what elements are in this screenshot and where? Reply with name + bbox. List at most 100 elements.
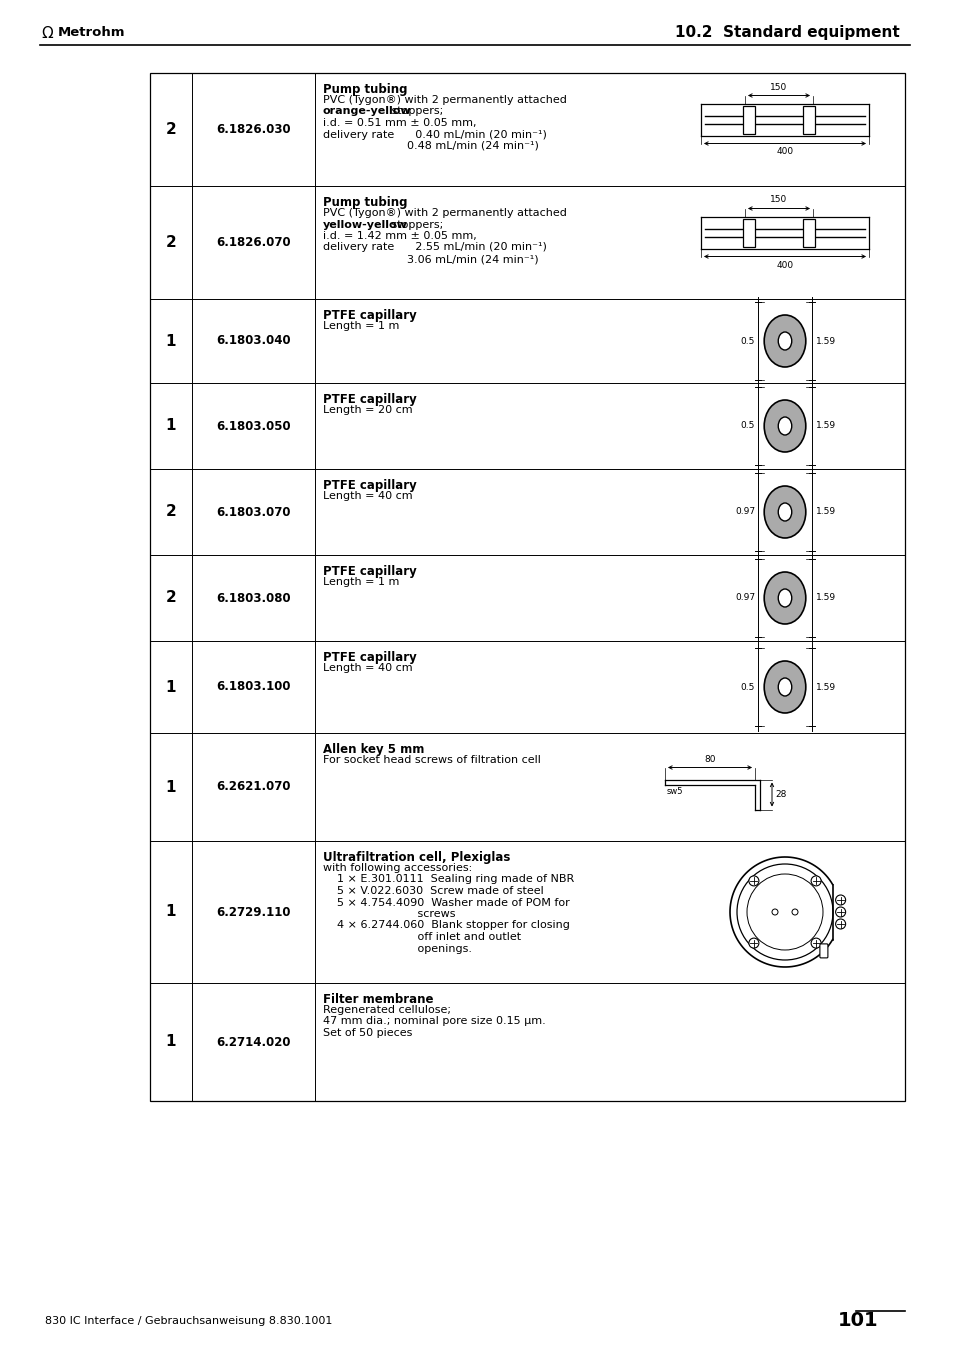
Text: 80: 80 <box>703 755 715 765</box>
Ellipse shape <box>778 678 791 696</box>
Circle shape <box>835 894 844 905</box>
Text: i.d. = 0.51 mm ± 0.05 mm,: i.d. = 0.51 mm ± 0.05 mm, <box>323 118 476 128</box>
Text: stoppers;: stoppers; <box>388 219 443 230</box>
Text: 1: 1 <box>166 419 176 434</box>
Text: Ultrafiltration cell, Plexiglas: Ultrafiltration cell, Plexiglas <box>323 851 510 865</box>
Ellipse shape <box>763 315 805 367</box>
Text: PTFE capillary: PTFE capillary <box>323 565 416 578</box>
Text: sw5: sw5 <box>666 786 682 796</box>
Text: Length = 1 m: Length = 1 m <box>323 322 399 331</box>
Text: 6.2621.070: 6.2621.070 <box>216 781 291 793</box>
Text: Length = 1 m: Length = 1 m <box>323 577 399 586</box>
Text: 6.2714.020: 6.2714.020 <box>216 1035 291 1048</box>
Text: 0.97: 0.97 <box>735 593 755 603</box>
Text: 0.97: 0.97 <box>735 508 755 516</box>
Text: screws: screws <box>323 909 455 919</box>
Ellipse shape <box>778 503 791 521</box>
Text: 6.1803.100: 6.1803.100 <box>216 681 291 693</box>
Circle shape <box>835 919 844 929</box>
Text: PTFE capillary: PTFE capillary <box>323 651 416 663</box>
Circle shape <box>810 875 821 886</box>
Text: 1.59: 1.59 <box>815 682 835 692</box>
Text: 6.1803.080: 6.1803.080 <box>216 592 291 604</box>
Text: For socket head screws of filtration cell: For socket head screws of filtration cel… <box>323 755 540 765</box>
Ellipse shape <box>778 417 791 435</box>
Text: PVC (Tygon®) with 2 permanently attached: PVC (Tygon®) with 2 permanently attached <box>323 208 566 218</box>
Text: Allen key 5 mm: Allen key 5 mm <box>323 743 424 757</box>
Text: 1: 1 <box>166 1035 176 1050</box>
Text: Metrohm: Metrohm <box>58 27 126 39</box>
Text: 1 × E.301.0111  Sealing ring made of NBR: 1 × E.301.0111 Sealing ring made of NBR <box>323 874 574 885</box>
Text: i.d. = 1.42 mm ± 0.05 mm,: i.d. = 1.42 mm ± 0.05 mm, <box>323 231 476 240</box>
Text: yellow-yellow: yellow-yellow <box>323 219 408 230</box>
Text: 6.1826.070: 6.1826.070 <box>216 236 291 249</box>
Text: 0.5: 0.5 <box>740 422 755 431</box>
Circle shape <box>748 938 758 948</box>
Ellipse shape <box>763 400 805 453</box>
Text: with following accessories:: with following accessories: <box>323 863 472 873</box>
Text: 830 IC Interface / Gebrauchsanweisung 8.830.1001: 830 IC Interface / Gebrauchsanweisung 8.… <box>45 1316 332 1325</box>
Text: 10.2  Standard equipment: 10.2 Standard equipment <box>675 26 899 41</box>
Text: 400: 400 <box>776 147 793 157</box>
Text: 150: 150 <box>770 82 787 92</box>
Text: 6.1826.030: 6.1826.030 <box>216 123 291 136</box>
Text: delivery rate      0.40 mL/min (20 min⁻¹): delivery rate 0.40 mL/min (20 min⁻¹) <box>323 130 546 139</box>
Text: 2: 2 <box>166 504 176 520</box>
Bar <box>802 105 814 134</box>
Text: 2: 2 <box>166 590 176 605</box>
Text: Set of 50 pieces: Set of 50 pieces <box>323 1028 412 1038</box>
Text: 2: 2 <box>166 122 176 136</box>
FancyBboxPatch shape <box>819 944 827 958</box>
Text: 6.1803.070: 6.1803.070 <box>216 505 291 519</box>
Circle shape <box>835 907 844 917</box>
Text: 6.2729.110: 6.2729.110 <box>216 905 291 919</box>
Text: 1.59: 1.59 <box>815 508 835 516</box>
Circle shape <box>748 875 758 886</box>
Text: stoppers;: stoppers; <box>388 107 443 116</box>
Text: Pump tubing: Pump tubing <box>323 196 407 209</box>
Text: openings.: openings. <box>323 943 472 954</box>
Text: 0.5: 0.5 <box>740 336 755 346</box>
Text: Length = 40 cm: Length = 40 cm <box>323 663 413 673</box>
Text: 6.1803.050: 6.1803.050 <box>216 420 291 432</box>
Text: PTFE capillary: PTFE capillary <box>323 393 416 407</box>
Text: 5 × V.022.6030  Screw made of steel: 5 × V.022.6030 Screw made of steel <box>323 886 543 896</box>
Bar <box>742 219 754 246</box>
Text: 101: 101 <box>837 1312 877 1331</box>
Text: 1: 1 <box>166 334 176 349</box>
Text: 5 × 4.754.4090  Washer made of POM for: 5 × 4.754.4090 Washer made of POM for <box>323 897 569 908</box>
Text: 1.59: 1.59 <box>815 593 835 603</box>
Text: 1: 1 <box>166 905 176 920</box>
Text: Ω: Ω <box>41 26 52 41</box>
Text: 28: 28 <box>774 790 785 798</box>
Text: 0.5: 0.5 <box>740 682 755 692</box>
Text: 4 × 6.2744.060  Blank stopper for closing: 4 × 6.2744.060 Blank stopper for closing <box>323 920 569 931</box>
Text: PTFE capillary: PTFE capillary <box>323 309 416 322</box>
Text: Regenerated cellulose;: Regenerated cellulose; <box>323 1005 451 1015</box>
Text: 1: 1 <box>166 680 176 694</box>
Text: PVC (Tygon®) with 2 permanently attached: PVC (Tygon®) with 2 permanently attached <box>323 95 566 105</box>
Text: 1: 1 <box>166 780 176 794</box>
Bar <box>150 73 904 1101</box>
Ellipse shape <box>778 589 791 607</box>
Text: Pump tubing: Pump tubing <box>323 82 407 96</box>
Text: 3.06 mL/min (24 min⁻¹): 3.06 mL/min (24 min⁻¹) <box>323 254 538 263</box>
Ellipse shape <box>763 571 805 624</box>
Text: orange-yellow: orange-yellow <box>323 107 411 116</box>
Text: 47 mm dia.; nominal pore size 0.15 μm.: 47 mm dia.; nominal pore size 0.15 μm. <box>323 1016 545 1027</box>
Bar <box>802 219 814 246</box>
Text: Length = 20 cm: Length = 20 cm <box>323 405 413 415</box>
Text: 1.59: 1.59 <box>815 336 835 346</box>
Text: 2: 2 <box>166 235 176 250</box>
Text: 6.1803.040: 6.1803.040 <box>216 335 291 347</box>
Text: 0.48 mL/min (24 min⁻¹): 0.48 mL/min (24 min⁻¹) <box>323 141 538 151</box>
Text: 150: 150 <box>770 196 787 204</box>
Text: Filter membrane: Filter membrane <box>323 993 433 1006</box>
Ellipse shape <box>763 661 805 713</box>
Bar <box>742 105 754 134</box>
Ellipse shape <box>778 332 791 350</box>
Text: off inlet and outlet: off inlet and outlet <box>323 932 520 942</box>
Text: 400: 400 <box>776 261 793 269</box>
Text: 1.59: 1.59 <box>815 422 835 431</box>
Text: PTFE capillary: PTFE capillary <box>323 480 416 492</box>
